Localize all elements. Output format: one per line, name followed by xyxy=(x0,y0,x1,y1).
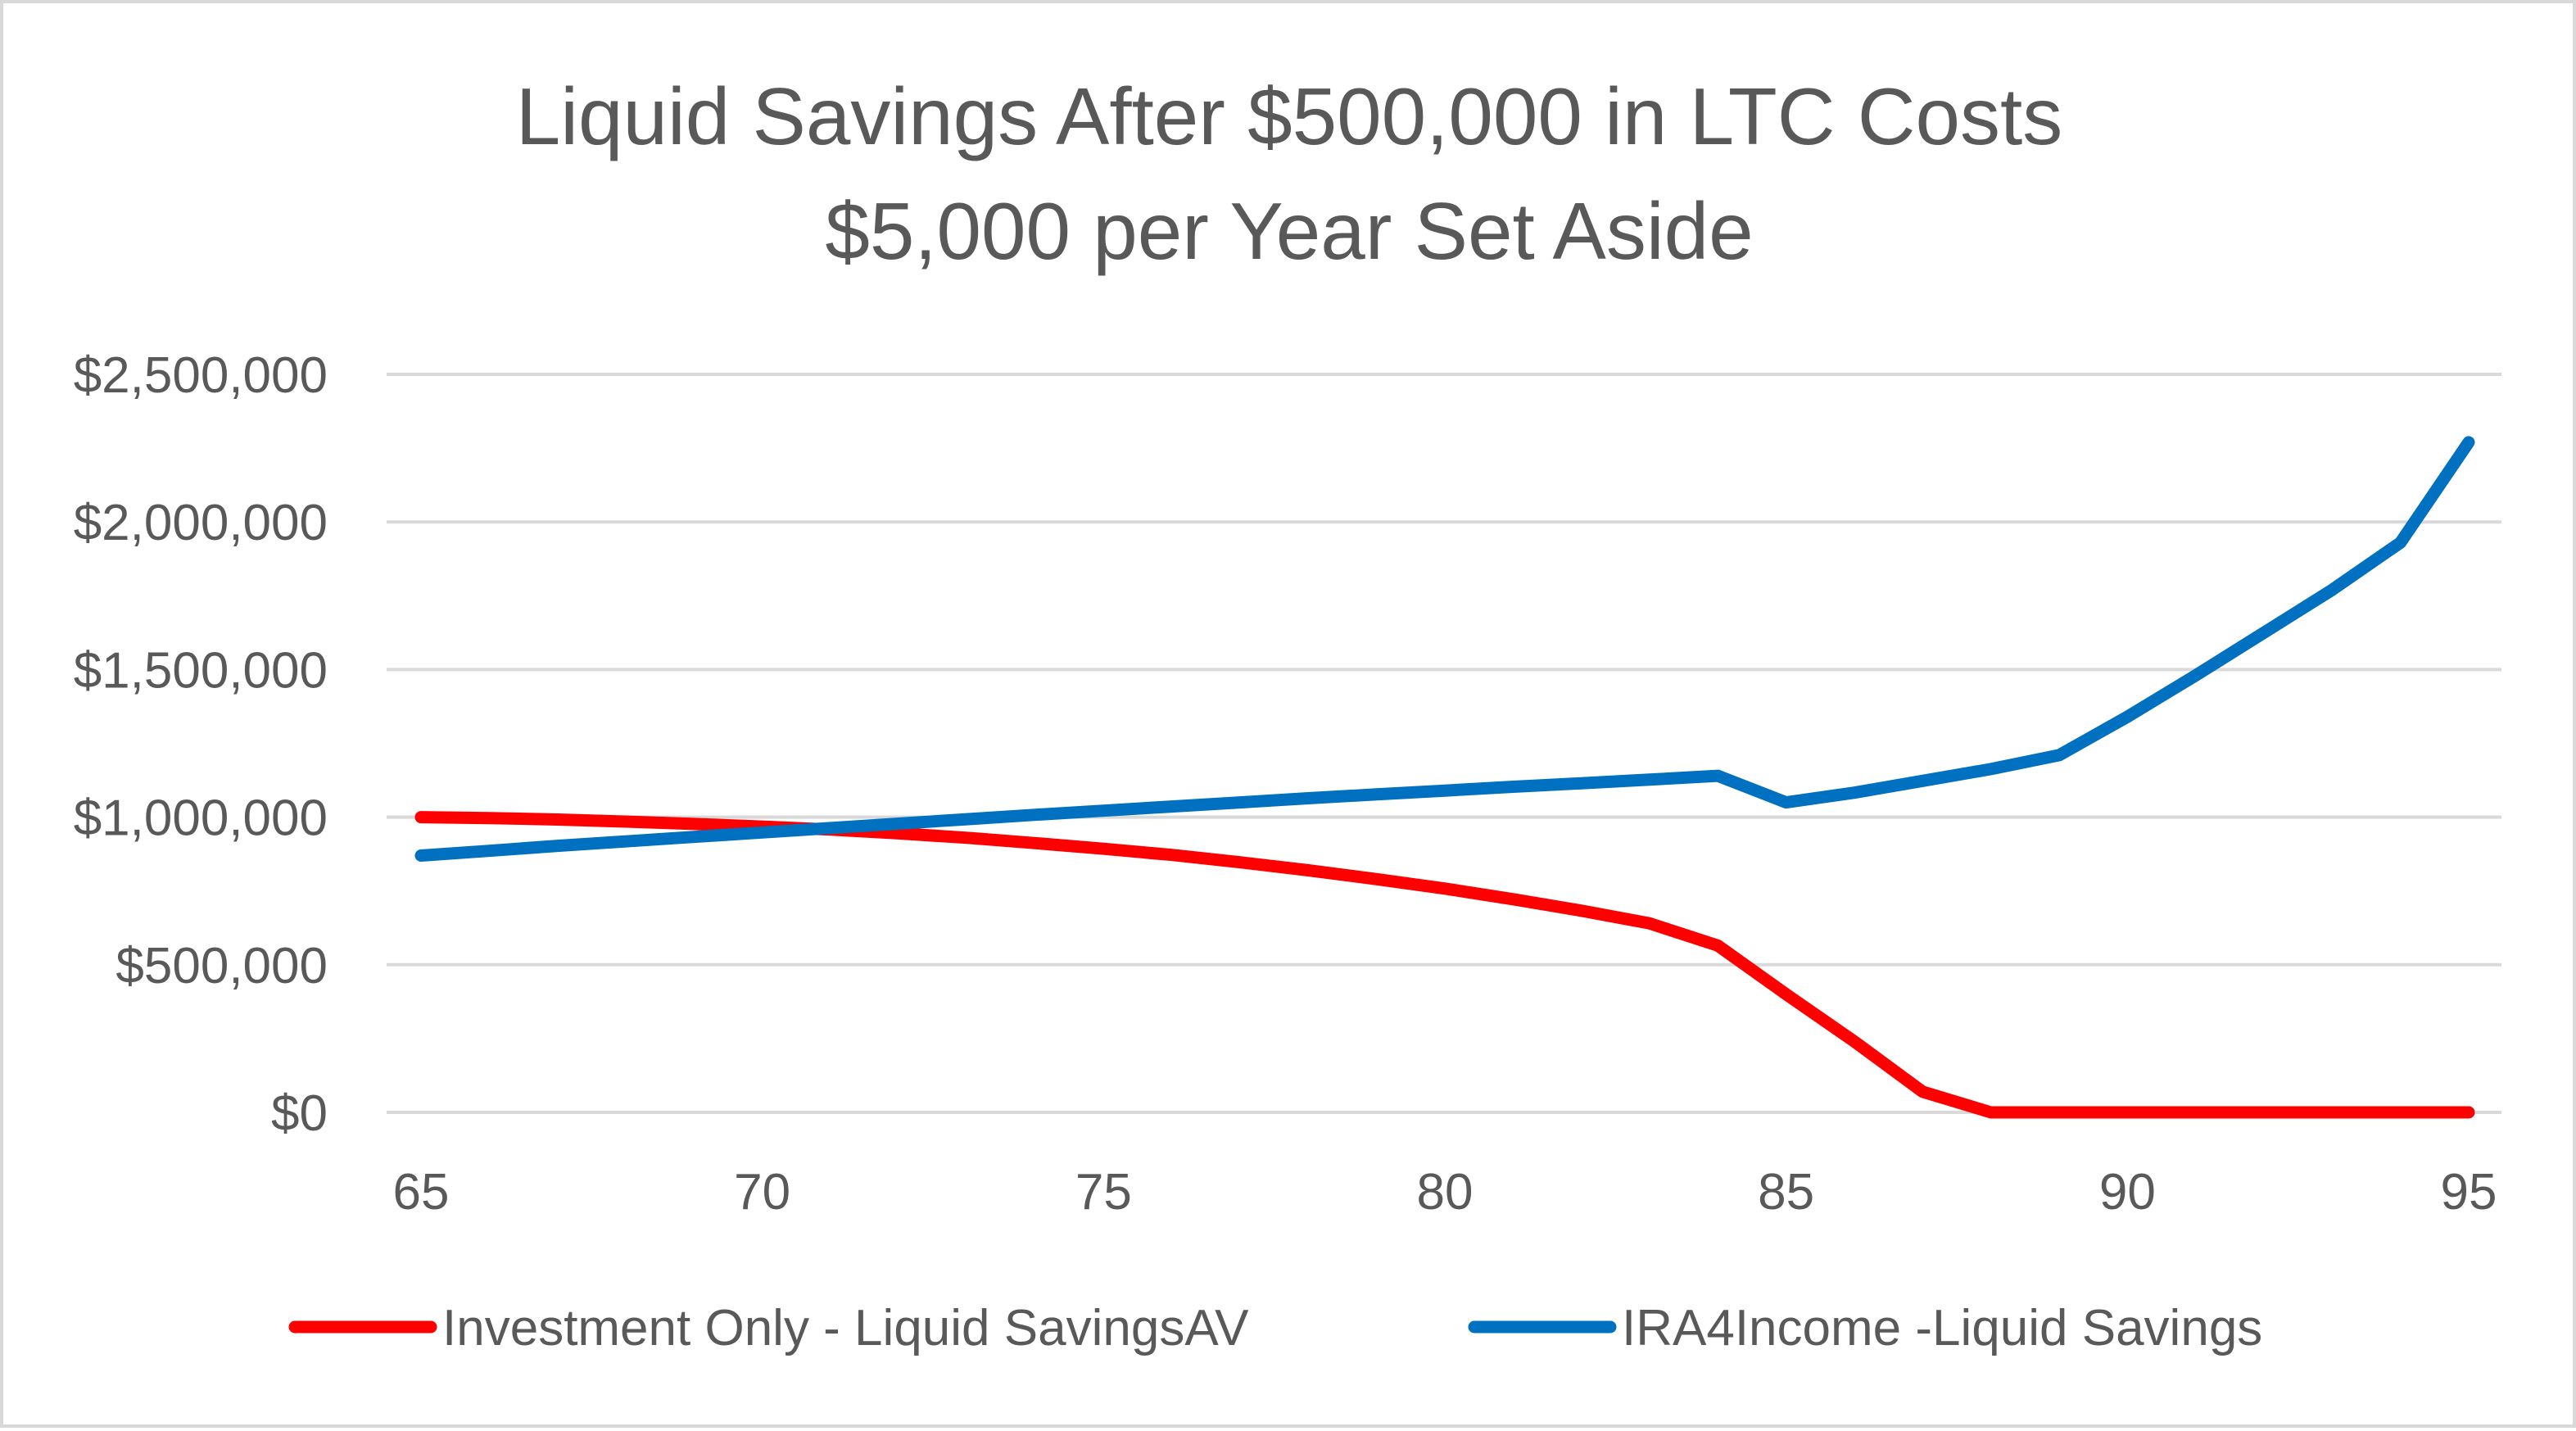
y-axis-tick-labels: $0 $500,000 $1,000,000 $1,500,000 $2,000,000… xyxy=(74,347,328,1142)
x-tick-label: 70 xyxy=(734,1164,790,1220)
legend-label: IRA4Income -Liquid Savings xyxy=(1622,1300,2262,1356)
y-tick-label: $2,500,000 xyxy=(74,347,328,404)
x-tick-label: 85 xyxy=(1758,1164,1814,1220)
series-lines xyxy=(414,436,2475,1119)
y-tick-label: $0 xyxy=(271,1085,328,1142)
y-tick-label: $2,000,000 xyxy=(74,495,328,551)
x-axis-tick-labels: 65 70 75 80 85 90 95 xyxy=(393,1164,2497,1220)
legend-label: Investment Only - Liquid SavingsAV xyxy=(442,1300,1249,1356)
x-tick-label: 90 xyxy=(2099,1164,2156,1220)
gridlines xyxy=(387,373,2501,1114)
y-tick-label: $500,000 xyxy=(115,938,328,994)
x-tick-label: 75 xyxy=(1075,1164,1132,1220)
series-line-ira4income-line xyxy=(414,436,2475,862)
chart-subtitle: $5,000 per Year Set Aside xyxy=(825,186,1753,276)
line-chart: Liquid Savings After $500,000 in LTC Cos… xyxy=(74,71,2501,1356)
chart-title: Liquid Savings After $500,000 in LTC Cos… xyxy=(516,71,2063,161)
x-tick-label: 80 xyxy=(1417,1164,1474,1220)
y-tick-label: $1,000,000 xyxy=(74,790,328,847)
y-tick-label: $1,500,000 xyxy=(74,642,328,699)
x-tick-label: 65 xyxy=(393,1164,450,1220)
x-tick-label: 95 xyxy=(2441,1164,2497,1220)
legend: Investment Only - Liquid SavingsAV IRA4In… xyxy=(288,1300,2262,1356)
